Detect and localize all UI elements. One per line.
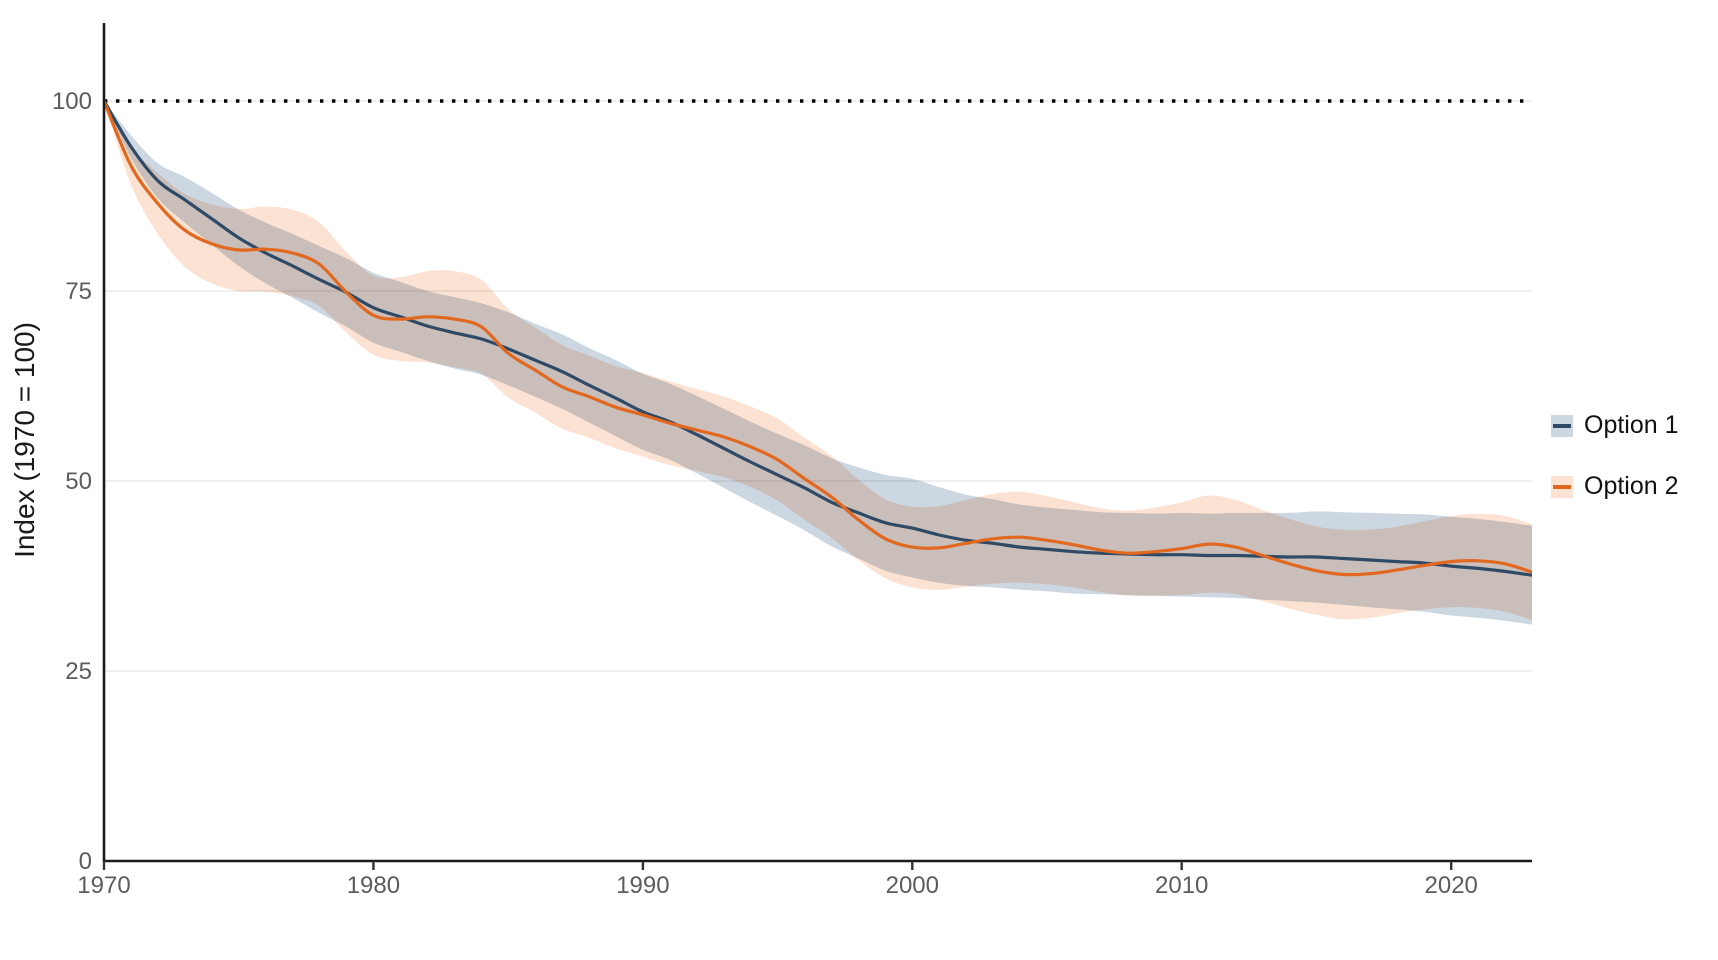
x-tick-label: 1990 [616,872,669,899]
y-axis-title: Index (1970 = 100) [9,322,40,558]
x-tick-label: 1970 [77,872,130,899]
x-tick-label: 2020 [1425,872,1478,899]
legend: Option 1 Option 2 [1551,411,1679,501]
legend-key-line-icon [1553,423,1571,428]
y-tick-label: 0 [79,848,92,875]
band-option-2 [104,101,1532,621]
legend-label-option-2: Option 2 [1584,472,1679,500]
y-tick-label: 25 [65,658,92,685]
x-tick-label: 2000 [886,872,939,899]
x-tick-label: 2010 [1155,872,1208,899]
legend-label-option-1: Option 1 [1584,411,1679,439]
legend-item-option-1: Option 1 [1551,411,1679,440]
legend-key-option-1-icon [1551,414,1573,437]
y-tick-label: 100 [52,88,92,115]
y-tick-label: 50 [65,468,92,495]
y-tick-label: 75 [65,278,92,305]
legend-key-line-icon [1553,484,1571,489]
legend-key-option-2-icon [1551,475,1573,498]
line-option-2 [104,99,1532,577]
x-tick-label: 1980 [347,872,400,899]
legend-item-option-2: Option 2 [1551,472,1679,501]
